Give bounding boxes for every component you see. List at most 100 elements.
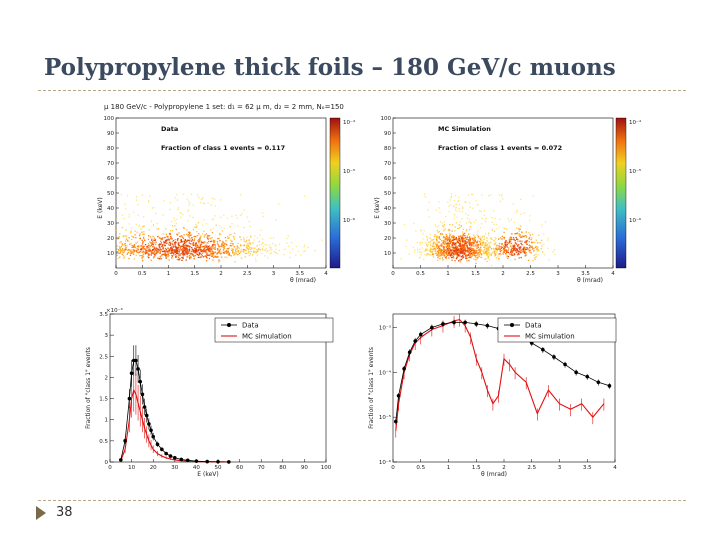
density-point [163, 253, 165, 256]
density-point [116, 248, 119, 250]
density-point [447, 246, 450, 249]
density-point [222, 244, 225, 247]
density-point [534, 241, 536, 244]
density-point [442, 243, 445, 245]
density-point [477, 230, 479, 232]
density-point [189, 234, 192, 236]
density-point [164, 252, 166, 255]
density-point [521, 231, 523, 233]
density-point [494, 247, 497, 249]
density-point [290, 241, 293, 244]
density-point [462, 231, 464, 233]
density-point [129, 243, 131, 246]
density-point [426, 253, 428, 256]
density-point [457, 251, 460, 253]
density-point [189, 246, 191, 248]
density-point [462, 243, 465, 246]
density-point [473, 251, 476, 253]
density-point [443, 246, 445, 248]
density-point [214, 241, 216, 243]
density-point [125, 248, 127, 251]
density-point [488, 232, 490, 234]
density-point [400, 258, 402, 260]
density-point [211, 245, 213, 247]
density-point [489, 246, 492, 248]
density-point [477, 236, 479, 238]
density-point [176, 250, 179, 253]
density-point [451, 254, 454, 257]
density-point [177, 207, 180, 209]
density-point [202, 256, 205, 258]
density-point [416, 248, 419, 251]
density-point [151, 207, 154, 209]
density-point [526, 240, 529, 242]
density-point [123, 251, 125, 253]
density-point [321, 239, 323, 241]
density-point [125, 235, 128, 237]
density-point [250, 243, 252, 245]
density-point [203, 247, 206, 249]
density-point [462, 233, 465, 235]
density-point [240, 245, 242, 247]
density-point [176, 255, 178, 257]
density-point [153, 256, 155, 258]
x-axis-label: E (keV) [197, 471, 218, 478]
density-point [297, 250, 300, 253]
x-tick-label: 4 [324, 271, 328, 277]
density-point [529, 246, 531, 249]
density-point [474, 245, 476, 247]
density-point [505, 245, 507, 247]
density-point [183, 233, 185, 236]
density-point [435, 246, 438, 249]
density-point [482, 242, 485, 244]
density-point [116, 251, 118, 253]
density-point [182, 193, 185, 195]
density-point [478, 255, 480, 257]
density-point [153, 253, 155, 255]
density-point [475, 262, 477, 265]
density-point [195, 251, 197, 253]
density-point [131, 246, 133, 249]
density-point [158, 245, 160, 247]
density-point [122, 235, 125, 237]
density-point [139, 233, 141, 235]
x-tick-label: 30 [171, 465, 178, 471]
density-point [430, 239, 433, 241]
density-point [184, 239, 187, 241]
density-point [472, 242, 474, 245]
density-point [525, 253, 527, 255]
density-point [505, 252, 507, 255]
density-point [479, 240, 481, 243]
density-point [544, 254, 546, 256]
density-point [514, 248, 516, 250]
density-point [142, 242, 144, 244]
density-point [119, 256, 121, 258]
density-point [160, 237, 162, 239]
density-point [266, 256, 269, 259]
density-point [419, 248, 421, 250]
density-point [215, 224, 217, 227]
density-point [498, 238, 500, 240]
density-point [470, 193, 473, 195]
density-point [500, 195, 503, 197]
density-point [469, 238, 471, 241]
density-point [525, 235, 527, 237]
density-point [141, 259, 144, 261]
density-point [505, 249, 507, 251]
density-point [184, 242, 187, 244]
density-point [448, 251, 451, 253]
y-tick-label: 70 [384, 161, 391, 167]
density-point [225, 240, 227, 242]
density-point [183, 247, 185, 249]
density-point [534, 246, 537, 248]
density-point [493, 250, 495, 252]
density-point [236, 217, 239, 219]
y-tick-label: 30 [384, 221, 391, 227]
density-point [170, 249, 172, 251]
density-point [229, 244, 232, 247]
density-point [261, 248, 263, 250]
density-point [454, 249, 456, 251]
density-point [524, 241, 526, 243]
density-point [233, 238, 236, 240]
density-point [449, 234, 451, 236]
